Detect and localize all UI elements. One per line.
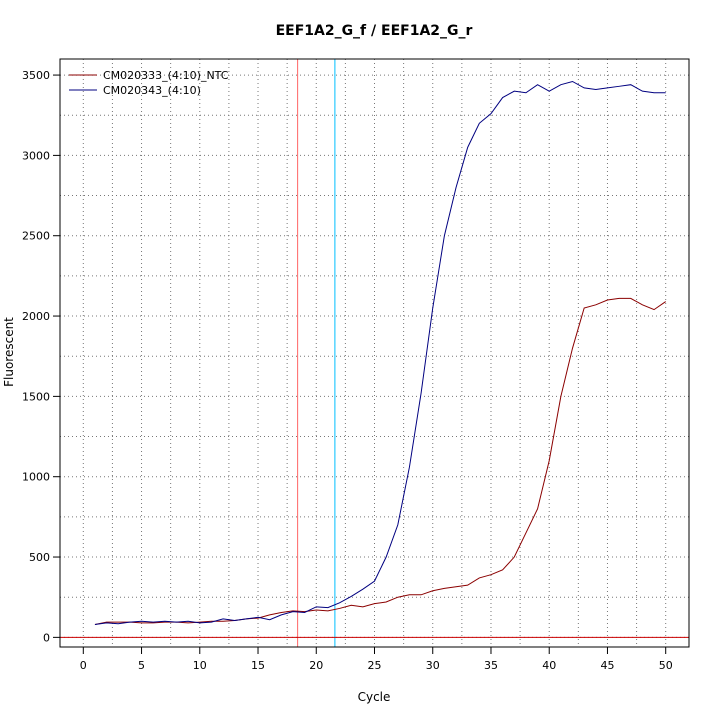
y-tick-label: 2500 (22, 230, 50, 243)
y-tick-label: 1500 (22, 390, 50, 403)
series-line (94, 80, 666, 626)
y-tick-label: 500 (29, 551, 50, 564)
x-axis-label: Cycle (358, 690, 391, 704)
x-tick-label: 30 (426, 659, 440, 672)
x-tick-label: 10 (193, 659, 207, 672)
x-tick-label: 15 (251, 659, 265, 672)
y-tick-label: 2000 (22, 310, 50, 323)
y-tick-label: 1000 (22, 471, 50, 484)
x-tick-label: 20 (309, 659, 323, 672)
chart-title: EEF1A2_G_f / EEF1A2_G_r (276, 23, 473, 39)
series-line (94, 297, 666, 625)
x-axis: 0 5 10 15 20 25 30 35 40 45 50 (80, 647, 673, 672)
vertical-markers (297, 59, 336, 647)
x-tick-label: 40 (542, 659, 556, 672)
legend-entry: CM020333_(4:10)_NTC (103, 69, 229, 82)
y-tick-label: 3000 (22, 149, 50, 162)
legend-entry: CM020343_(4:10) (103, 84, 201, 97)
x-tick-label: 25 (368, 659, 382, 672)
y-axis-label: Fluorescent (2, 317, 16, 387)
x-tick-label: 45 (600, 659, 614, 672)
grid-lines (60, 59, 689, 647)
x-tick-label: 0 (80, 659, 87, 672)
y-tick-label: 3500 (22, 69, 50, 82)
x-tick-label: 50 (659, 659, 673, 672)
y-axis: 0 500 1000 1500 2000 2500 3000 3500 (22, 69, 60, 644)
y-tick-label: 0 (43, 631, 50, 644)
legend: CM020333_(4:10)_NTC CM020343_(4:10) (69, 69, 229, 97)
x-tick-label: 35 (484, 659, 498, 672)
series-layer (94, 80, 666, 626)
x-tick-label: 5 (138, 659, 145, 672)
